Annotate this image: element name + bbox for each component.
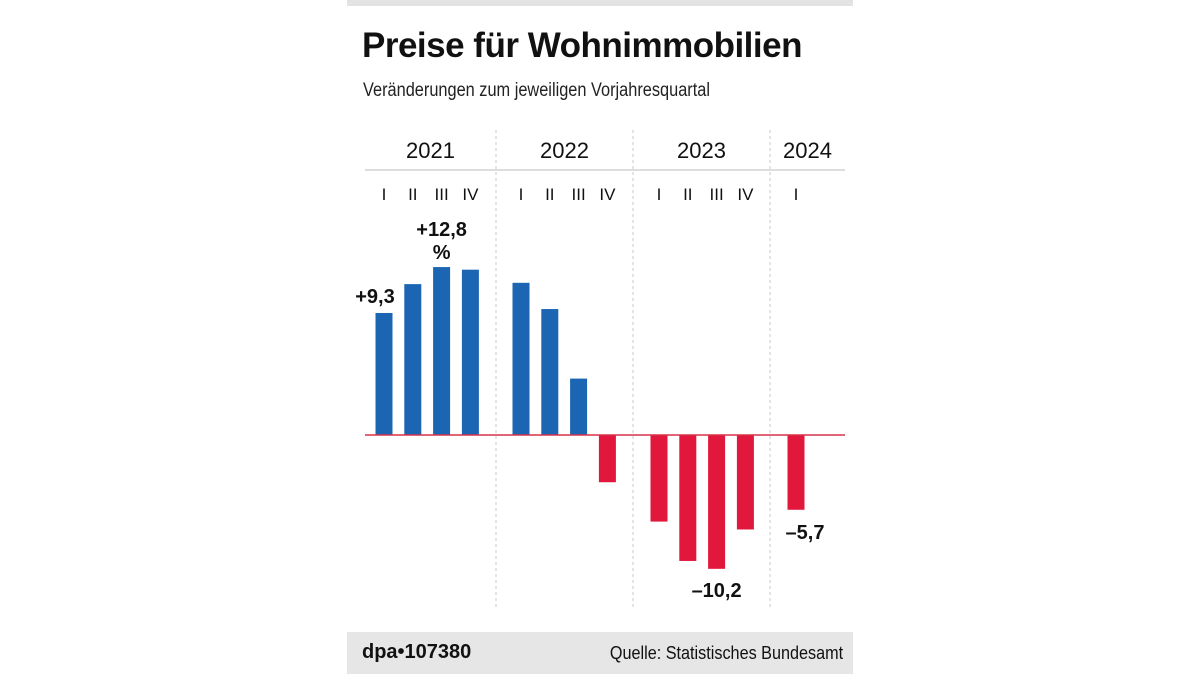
bar [736, 435, 754, 530]
year-label: 2023 [677, 138, 726, 163]
quarter-label: II [683, 185, 692, 204]
bar [375, 312, 393, 435]
chart-panel [347, 0, 853, 675]
chart-subtitle: Veränderungen zum jeweiligen Vorjahresqu… [363, 80, 710, 101]
quarter-label: IV [599, 185, 616, 204]
quarter-label: I [794, 185, 799, 204]
bar [570, 378, 588, 435]
quarter-label: III [572, 185, 586, 204]
quarter-label: IV [462, 185, 479, 204]
bar [541, 309, 559, 435]
source-label: Quelle: Statistisches Bundesamt [609, 643, 843, 663]
quarter-label: III [435, 185, 449, 204]
bar [512, 282, 530, 435]
bar [598, 435, 616, 483]
quarter-label: II [545, 185, 554, 204]
bar [650, 435, 668, 522]
quarter-label: I [657, 185, 662, 204]
top-bar [347, 0, 853, 6]
chart-title: Preise für Wohnimmobilien [362, 26, 802, 65]
quarter-label: I [382, 185, 387, 204]
bar [679, 435, 697, 561]
year-label: 2024 [783, 138, 832, 163]
quarter-label: III [710, 185, 724, 204]
bar [787, 435, 805, 510]
data-label: –10,2 [692, 580, 742, 602]
data-label-unit: % [433, 242, 451, 264]
data-label: –5,7 [786, 522, 825, 544]
quarter-label: II [408, 185, 417, 204]
bar [708, 435, 726, 569]
data-label: +12,8 [416, 219, 467, 241]
bar [433, 267, 451, 435]
footer-band [347, 632, 853, 674]
credit-label: dpa•107380 [362, 641, 472, 663]
year-label: 2021 [406, 138, 455, 163]
quarter-label: IV [737, 185, 754, 204]
bar [404, 284, 422, 435]
year-label: 2022 [540, 138, 589, 163]
data-label: +9,3 [355, 286, 394, 308]
bar [461, 269, 479, 435]
quarter-label: I [519, 185, 524, 204]
